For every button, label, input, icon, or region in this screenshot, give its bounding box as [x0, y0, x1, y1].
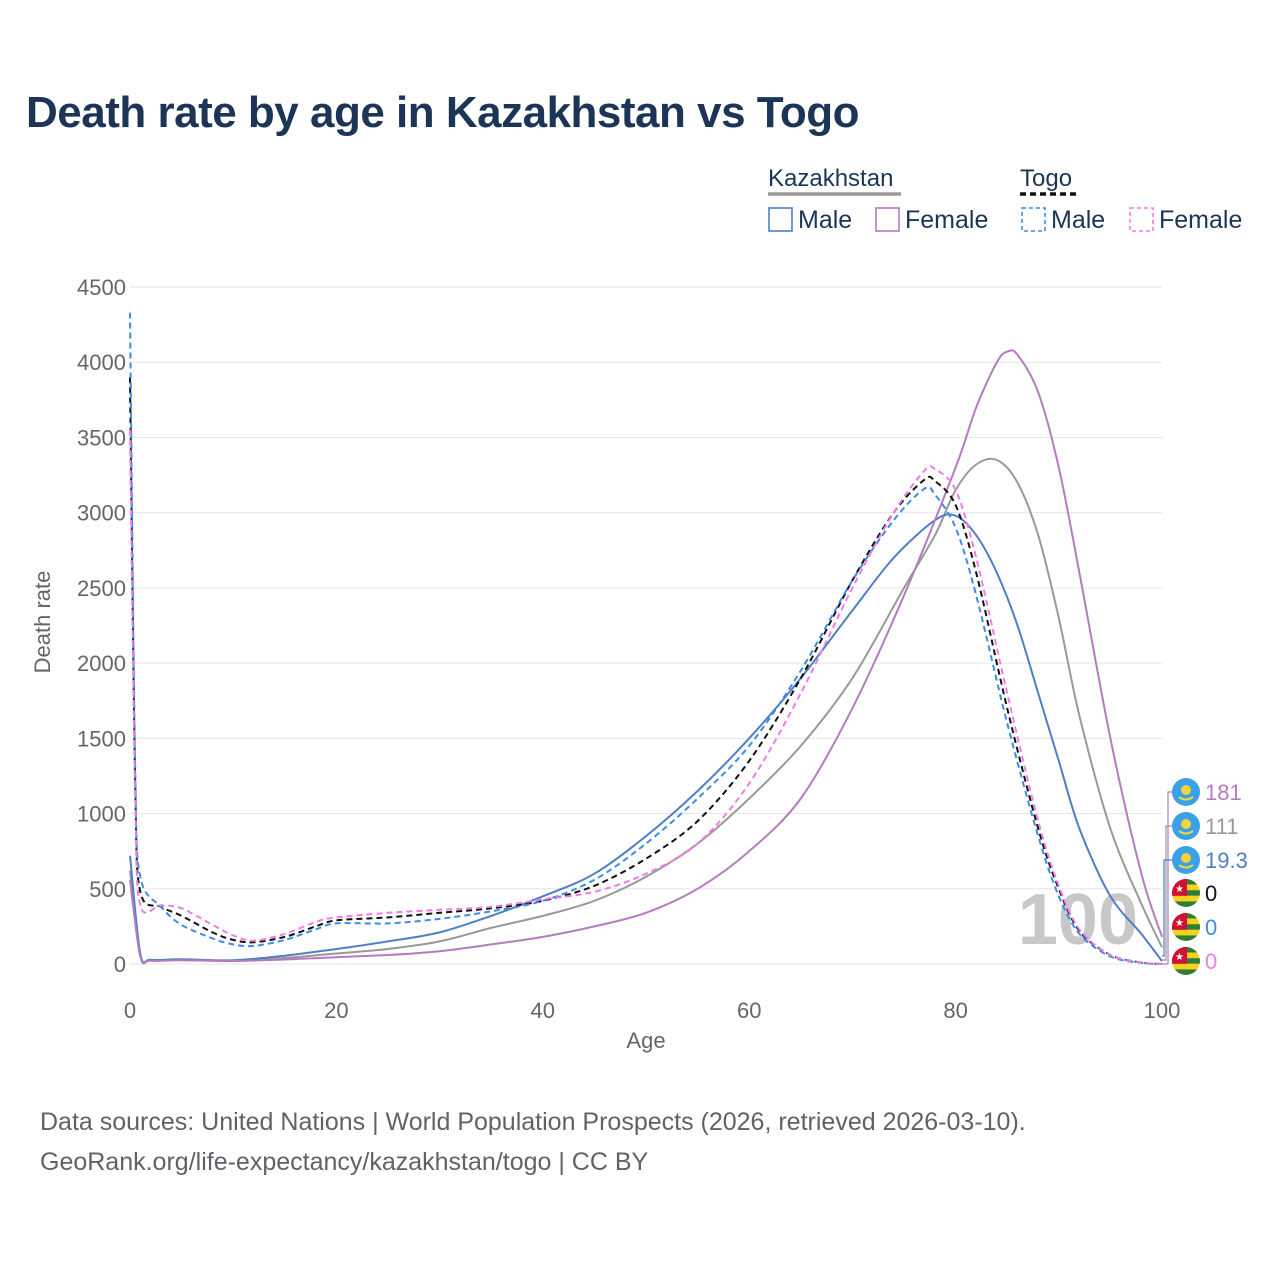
legend-title-kazakhstan: Kazakhstan: [768, 165, 893, 192]
togo-flag-icon: ★: [1172, 913, 1200, 941]
chart-title: Death rate by age in Kazakhstan vs Togo: [26, 88, 860, 137]
togo-flag-icon: ★: [1172, 879, 1200, 907]
source-line-2[interactable]: GeoRank.org/life-expectancy/kazakhstan/t…: [40, 1148, 649, 1176]
end-label-value: 0: [1205, 949, 1217, 974]
legend-label-kazakhstan-female: Female: [905, 206, 988, 234]
series-line-togo-female: [129, 429, 1163, 965]
x-tick-label: 100: [1144, 998, 1181, 1023]
legend-title-togo: Togo: [1020, 165, 1072, 192]
flag-star: ★: [1175, 884, 1184, 895]
x-tick-label: 40: [531, 998, 555, 1023]
end-label-value: 0: [1205, 881, 1217, 906]
flag-stripe: [1172, 969, 1200, 975]
series-line-togo-male: [129, 312, 1163, 965]
series-line-kazakhstan-total: [129, 457, 1163, 964]
flag-stripe: [1172, 929, 1200, 936]
flag-star: ★: [1175, 952, 1184, 963]
flag-stripe: [1172, 895, 1200, 902]
end-label: ★ 0: [1172, 879, 1217, 907]
flag-eagle: [1178, 864, 1194, 869]
end-label: 111: [1172, 812, 1238, 840]
end-label-connector: [1162, 825, 1174, 961]
legend-swatch: [1021, 207, 1046, 232]
legend-swatch: [1129, 207, 1154, 232]
end-label-value: 181: [1205, 780, 1242, 805]
series-line-togo-total: [129, 377, 1163, 965]
flag-sun: [1181, 853, 1191, 863]
end-label-connector: [1162, 791, 1174, 965]
end-label: ★ 0: [1172, 913, 1217, 941]
y-tick-label: 0: [114, 952, 126, 977]
x-tick-label: 80: [943, 998, 967, 1023]
series-line-kazakhstan-female: [129, 349, 1163, 965]
source-line-1: Data sources: United Nations | World Pop…: [40, 1108, 1026, 1136]
legend-label-togo-male: Male: [1051, 206, 1105, 234]
end-label: 19.3: [1172, 846, 1248, 874]
flag-stripe: [1172, 935, 1200, 941]
flag-eagle: [1178, 830, 1194, 835]
y-tick-label: 2500: [77, 576, 126, 601]
y-tick-label: 4000: [77, 350, 126, 375]
flag-sun: [1181, 819, 1191, 829]
x-tick-label: 60: [737, 998, 761, 1023]
togo-flag-icon: ★: [1172, 947, 1200, 975]
end-label-value: 19.3: [1205, 848, 1248, 873]
y-axis-title: Death rate: [30, 571, 55, 674]
year-watermark: 100: [1018, 880, 1138, 960]
x-tick-label: 0: [124, 998, 136, 1023]
y-tick-label: 3000: [77, 501, 126, 526]
legend-label-kazakhstan-male: Male: [798, 206, 852, 234]
y-tick-label: 4500: [77, 275, 126, 300]
end-label-connector: [1162, 859, 1174, 957]
flag-star: ★: [1175, 918, 1184, 929]
end-label-value: 0: [1205, 915, 1217, 940]
flag-stripe: [1172, 963, 1200, 970]
legend-swatch: [768, 207, 793, 232]
x-axis-title: Age: [626, 1028, 665, 1053]
end-label: 181: [1172, 778, 1242, 806]
y-tick-label: 2000: [77, 651, 126, 676]
flag-stripe: [1172, 901, 1200, 907]
y-tick-label: 1500: [77, 726, 126, 751]
flag-eagle: [1178, 796, 1194, 801]
legend-swatch: [875, 207, 900, 232]
y-tick-label: 500: [89, 877, 126, 902]
y-tick-label: 1000: [77, 802, 126, 827]
x-tick-label: 20: [324, 998, 348, 1023]
legend-label-togo-female: Female: [1159, 206, 1242, 234]
end-label-value: 111: [1205, 814, 1238, 839]
series-line-kazakhstan-male: [129, 513, 1163, 964]
flag-sun: [1181, 785, 1191, 795]
y-tick-label: 3500: [77, 425, 126, 450]
end-label: ★ 0: [1172, 947, 1217, 975]
